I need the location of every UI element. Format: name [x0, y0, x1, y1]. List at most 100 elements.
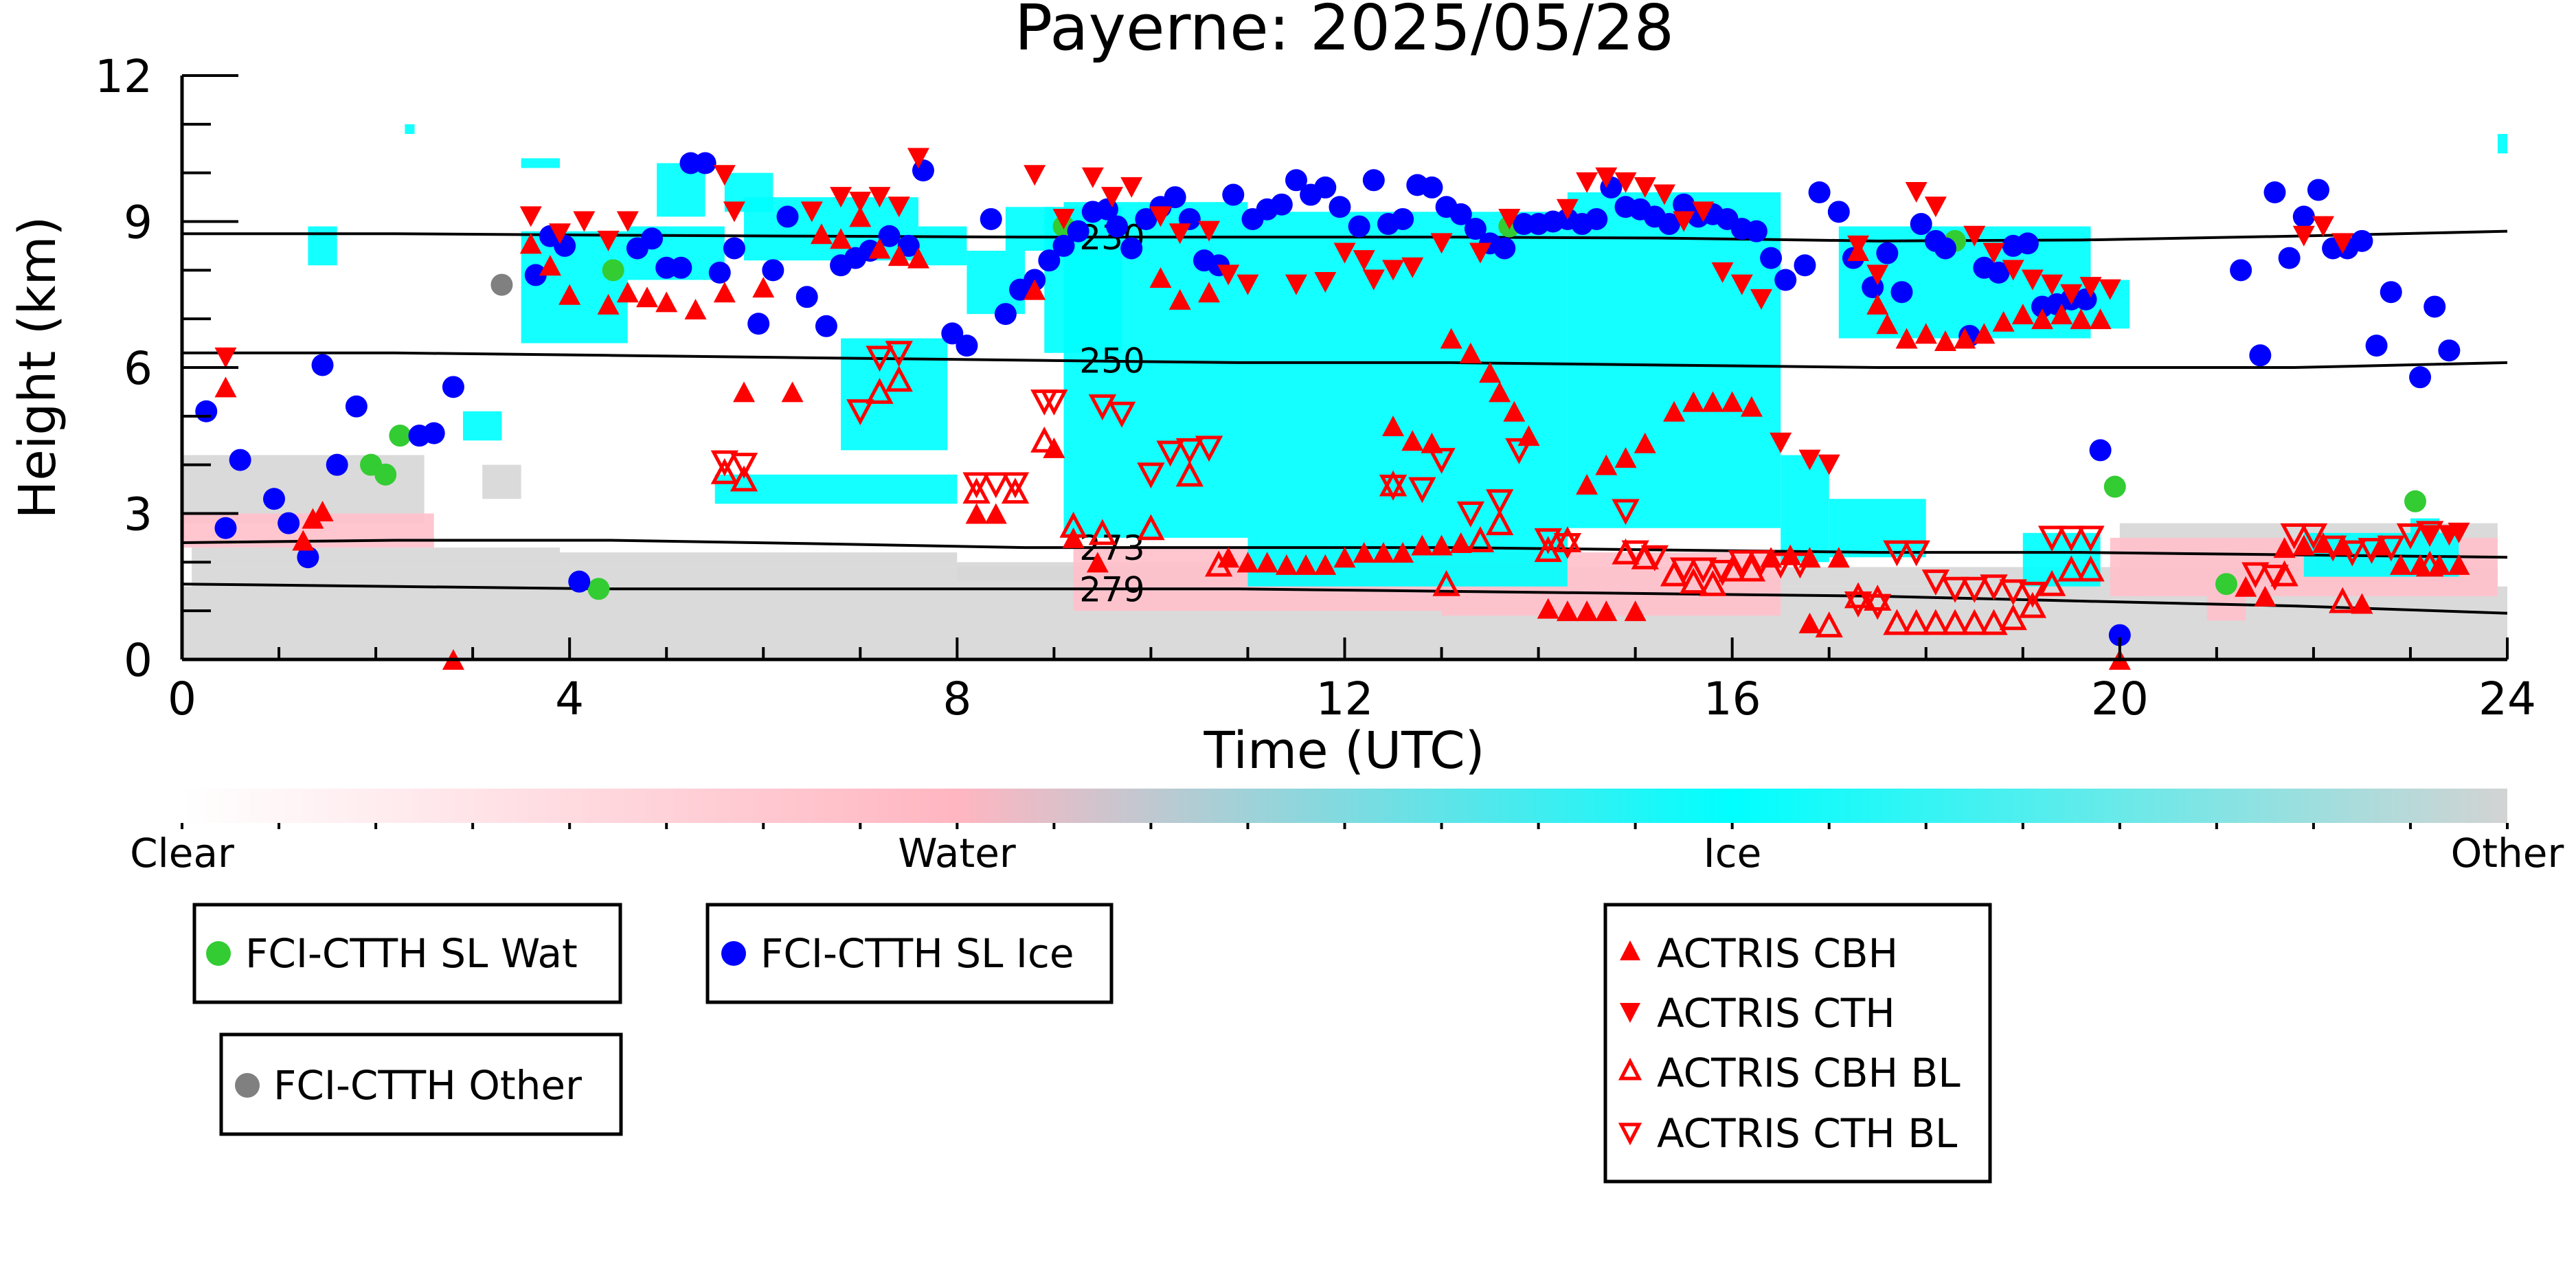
- data-point: [1314, 554, 1337, 575]
- data-point: [1653, 184, 1675, 205]
- data-point: [2318, 535, 2347, 562]
- data-point: [1576, 172, 1598, 193]
- data-point: [345, 395, 368, 418]
- data-point: [587, 578, 610, 600]
- legend-ice-marker: [721, 941, 746, 966]
- data-point: [866, 378, 894, 404]
- marker-layer: [195, 148, 2470, 670]
- data-point: [1040, 389, 1068, 416]
- data-point: [1924, 196, 1947, 218]
- x-tick-label: 20: [2091, 673, 2149, 725]
- data-point: [815, 315, 837, 337]
- data-point: [2254, 585, 2276, 607]
- legend-cth-bl-marker: [1618, 1122, 1642, 1146]
- data-point: [2241, 562, 2270, 589]
- data-point: [1256, 552, 1278, 573]
- field-ice-region: [1781, 455, 1829, 563]
- legend-ice-label: FCI-CTTH SL Ice: [760, 930, 1074, 977]
- data-point: [1961, 576, 1989, 603]
- data-point: [1001, 472, 1030, 499]
- data-point: [1963, 225, 1986, 247]
- data-point: [2018, 591, 2047, 618]
- data-point: [1999, 604, 2027, 631]
- data-point: [1866, 264, 1889, 286]
- data-point: [2416, 521, 2444, 547]
- data-point: [1987, 261, 2010, 284]
- data-point: [1459, 342, 1482, 363]
- data-point: [2041, 274, 2064, 295]
- data-point: [2037, 526, 2066, 552]
- data-point: [2380, 281, 2402, 304]
- data-point: [1883, 540, 1911, 567]
- data-point: [558, 284, 581, 305]
- data-point: [2002, 260, 2024, 281]
- data-point: [1934, 237, 1956, 260]
- colorbar: Clear Water Ice Other: [130, 789, 2564, 877]
- data-point: [941, 322, 964, 345]
- data-point: [2448, 554, 2470, 575]
- colorbar-label-other: Other: [2451, 830, 2564, 877]
- series-fci-ctth-sl-ice: [195, 152, 2461, 646]
- field-ice-region: [918, 226, 967, 266]
- data-point: [1353, 542, 1375, 563]
- data-point: [1910, 213, 1932, 236]
- data-point: [1486, 509, 1514, 536]
- data-point: [984, 503, 1007, 524]
- data-point: [1864, 594, 1892, 620]
- y-ticks: 0 3 6 9 12: [95, 50, 238, 687]
- data-point: [2050, 304, 2073, 325]
- data-point: [2057, 555, 2086, 582]
- data-point: [1379, 475, 1408, 501]
- data-point: [1372, 542, 1394, 563]
- data-point: [1052, 234, 1075, 257]
- data-point: [1024, 279, 1046, 300]
- data-point: [1120, 237, 1143, 260]
- legend-wat-label: FCI-CTTH SL Wat: [245, 930, 578, 977]
- data-point: [1708, 560, 1737, 586]
- data-point: [1001, 477, 1030, 504]
- data-point: [1999, 579, 2027, 606]
- data-point: [713, 282, 736, 303]
- data-point: [2280, 523, 2308, 550]
- data-point: [1149, 206, 1172, 227]
- field-ice-region: [1005, 207, 1054, 251]
- data-point: [1640, 545, 1669, 572]
- series-actris-cbh: [214, 206, 2470, 670]
- data-point: [2409, 366, 2432, 389]
- data-point: [214, 376, 237, 398]
- data-point: [694, 152, 716, 174]
- x-tick-label: 16: [1704, 673, 1761, 725]
- data-point: [1392, 542, 1414, 563]
- legend-cbh-label: ACTRIS CBH: [1657, 930, 1898, 977]
- data-point: [1941, 576, 1969, 603]
- data-point: [1921, 609, 1950, 635]
- data-point: [1498, 208, 1521, 229]
- data-point: [1890, 281, 1913, 304]
- colorbar-label-ice: Ice: [1704, 830, 1762, 877]
- data-point: [1595, 167, 1618, 188]
- data-point: [1466, 526, 1495, 552]
- data-point: [1663, 400, 1686, 422]
- data-point: [2396, 523, 2425, 550]
- data-point: [2438, 339, 2461, 362]
- data-point: [2351, 229, 2373, 252]
- data-point: [1770, 432, 1792, 453]
- data-point: [2351, 593, 2373, 614]
- data-point: [730, 465, 758, 492]
- data-point: [597, 293, 620, 315]
- y-tick-label: 9: [124, 196, 152, 249]
- data-point: [1624, 600, 1647, 622]
- data-point: [1168, 289, 1191, 310]
- data-point: [229, 449, 251, 471]
- field-water-region: [2206, 596, 2246, 621]
- data-point: [2358, 538, 2386, 564]
- data-point: [1401, 430, 1424, 451]
- data-point: [1980, 574, 2008, 601]
- data-point: [982, 472, 1010, 499]
- data-point: [1222, 183, 1245, 206]
- data-point: [2292, 205, 2315, 228]
- data-point: [1411, 534, 1434, 556]
- contour-label-279: 279: [1079, 569, 1144, 609]
- data-point: [1362, 169, 1385, 192]
- data-point: [1469, 242, 1491, 264]
